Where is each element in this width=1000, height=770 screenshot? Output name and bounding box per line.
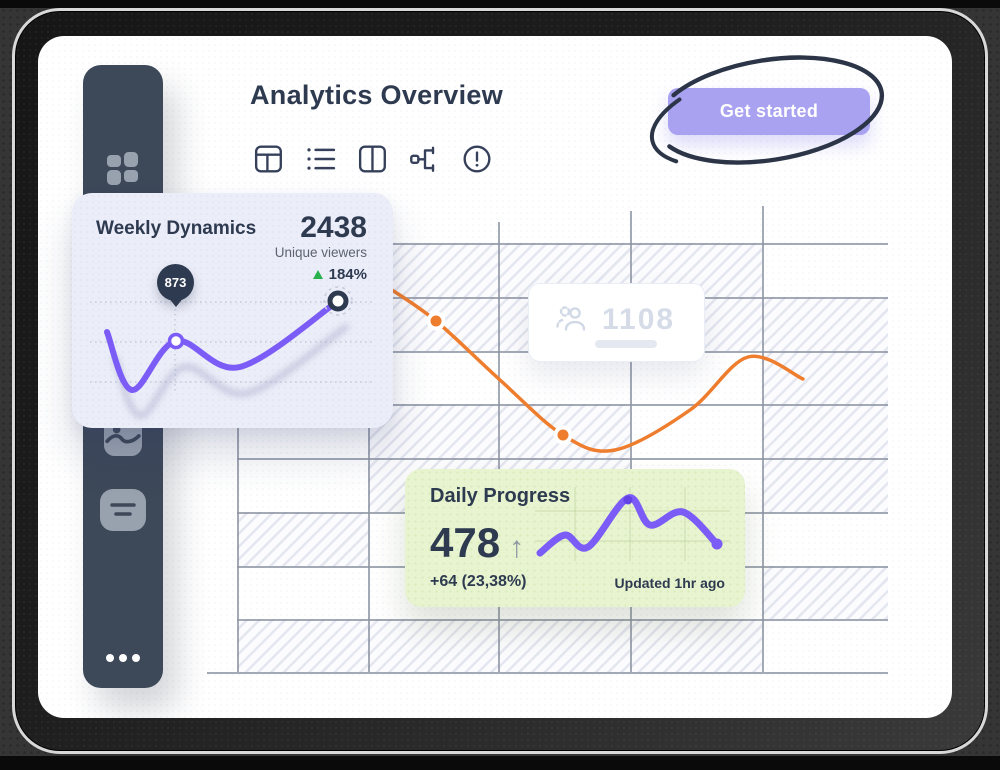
weekly-delta: 184%	[275, 266, 367, 283]
up-arrow-icon: ↑	[509, 531, 525, 564]
daily-value: 478 ↑	[430, 519, 525, 566]
view-toolbar	[252, 142, 493, 175]
weekly-dynamics-chart	[90, 286, 374, 419]
tooltip-value: 873	[164, 275, 187, 290]
weekly-card-stats: 2438 Unique viewers 184%	[274, 211, 367, 284]
app-screen: Analytics Overview	[38, 36, 952, 718]
counter-value: 1108	[602, 302, 676, 336]
columns-icon[interactable]	[356, 142, 389, 175]
tablet-frame: Analytics Overview	[12, 8, 988, 754]
list-box-icon[interactable]	[100, 489, 146, 536]
backdrop-bottom-bar	[0, 756, 1000, 770]
unique-viewers-caption: Unique viewers	[274, 245, 367, 260]
value-tooltip: 873	[157, 264, 194, 301]
daily-updated: Updated 1hr ago	[614, 575, 725, 591]
unique-viewers-value: 2438	[300, 211, 367, 244]
get-started-button[interactable]: Get started	[668, 88, 870, 135]
daily-progress-chart	[535, 487, 730, 561]
users-icon	[555, 304, 589, 337]
list-icon[interactable]	[304, 142, 337, 175]
page-title: Analytics Overview	[250, 80, 504, 110]
backdrop-top-bar	[0, 0, 1000, 8]
weekly-delta-value: 184%	[328, 266, 367, 283]
weekly-dynamics-card[interactable]: Weekly Dynamics 2438 Unique viewers 184%…	[72, 193, 393, 428]
viewers-counter-card[interactable]: 1108	[528, 283, 705, 362]
daily-progress-card[interactable]: Daily Progress 478 ↑ +64 (23,38%) Updated…	[405, 469, 745, 607]
weekly-card-title: Weekly Dynamics	[96, 218, 257, 239]
flow-icon[interactable]	[408, 142, 441, 175]
daily-delta: +64 (23,38%)	[430, 573, 527, 590]
dashboard-grid-icon[interactable]	[106, 152, 140, 191]
delta-up-icon	[312, 270, 323, 279]
traffic-curve-chart	[384, 284, 805, 453]
more-dots-icon[interactable]	[106, 654, 140, 662]
daily-card-title: Daily Progress	[430, 485, 571, 507]
alert-circle-icon[interactable]	[460, 142, 493, 175]
table-icon[interactable]	[252, 142, 285, 175]
progress-pill	[595, 340, 657, 348]
